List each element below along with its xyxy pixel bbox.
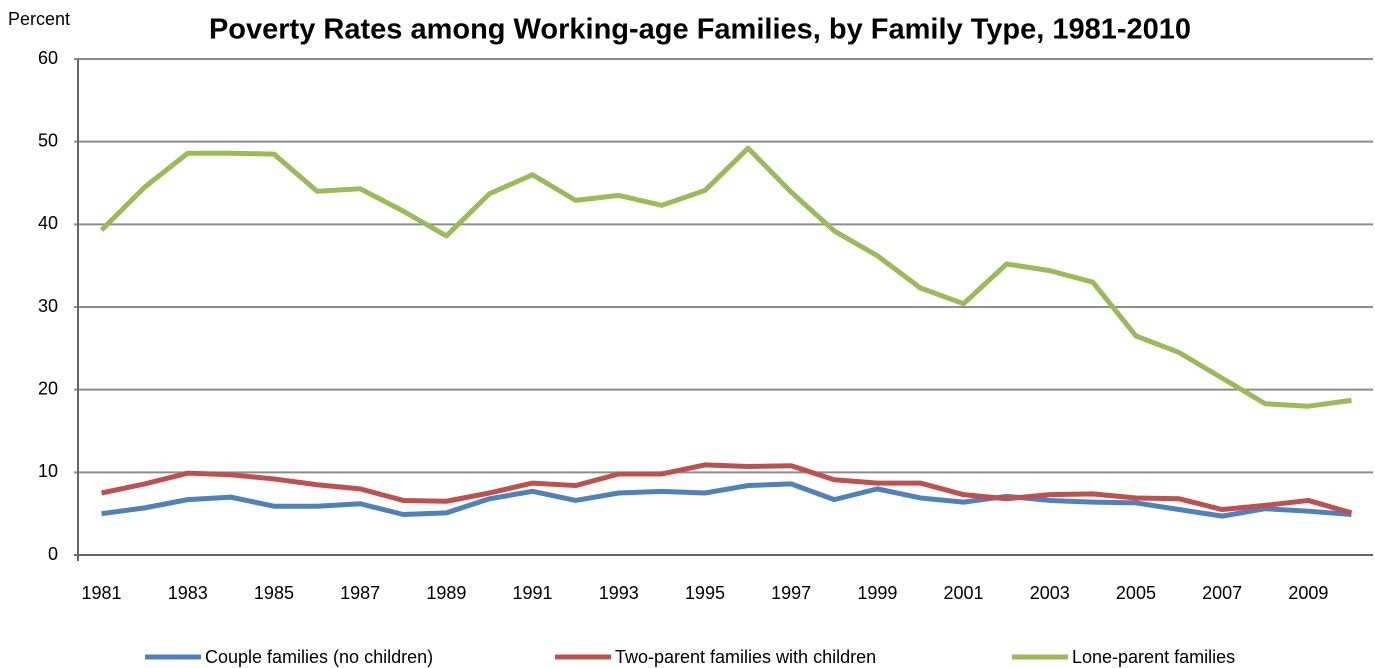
data-line	[99, 145, 1352, 409]
legend-label: Lone-parent families	[1072, 647, 1235, 667]
y-axis-label: Percent	[8, 9, 70, 29]
x-tick-label: 1981	[82, 583, 122, 603]
legend-label: Couple families (no children)	[205, 647, 433, 667]
x-tick-label: 1991	[513, 583, 553, 603]
y-tick-label: 60	[38, 48, 58, 68]
x-tick-label: 2009	[1288, 583, 1328, 603]
y-tick-label: 20	[38, 378, 58, 398]
y-tick-label: 30	[38, 296, 58, 316]
data-line	[101, 462, 1353, 516]
x-tick-label: 1999	[857, 583, 897, 603]
legend-label: Two-parent families with children	[615, 647, 876, 667]
x-tick-label: 1983	[168, 583, 208, 603]
y-tick-label: 50	[38, 130, 58, 150]
data-line	[101, 481, 1352, 519]
chart-title: Poverty Rates among Working-age Families…	[209, 14, 1191, 46]
y-tick-label: 40	[38, 213, 58, 233]
x-tick-label: 1989	[426, 583, 466, 603]
x-tick-label: 2007	[1202, 583, 1242, 603]
y-tick-label: 0	[48, 544, 58, 564]
x-tick-label: 2003	[1030, 583, 1070, 603]
x-tick-label: 1987	[340, 583, 380, 603]
x-tick-label: 1997	[771, 583, 811, 603]
x-tick-label: 2001	[944, 583, 984, 603]
x-tick-label: 2005	[1116, 583, 1156, 603]
x-tick-label: 1993	[599, 583, 639, 603]
x-tick-label: 1995	[685, 583, 725, 603]
y-tick-label: 10	[38, 461, 58, 481]
x-tick-label: 1985	[254, 583, 294, 603]
